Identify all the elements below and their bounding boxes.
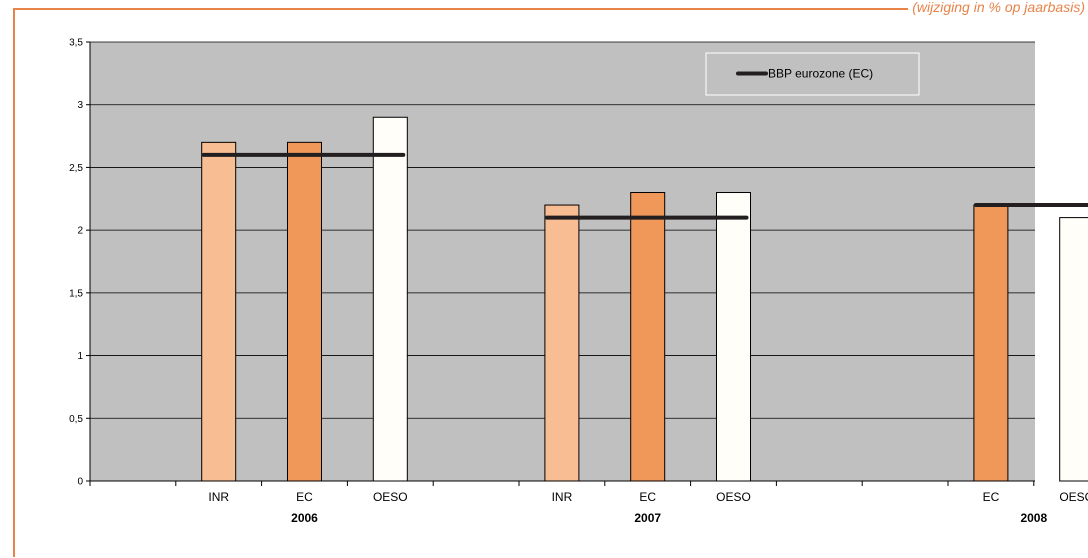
bar-2008-oeso xyxy=(1059,217,1088,482)
y-tick-label: 3 xyxy=(77,100,83,111)
y-tick-label: 1 xyxy=(77,351,83,362)
x-group-label: 2006 xyxy=(291,511,318,525)
corner-note: (wijziging in % op jaarbasis) xyxy=(908,0,1085,15)
y-tick-label: 2 xyxy=(77,226,83,237)
bar-2007-inr xyxy=(544,204,580,482)
x-category-label: EC xyxy=(983,490,1000,504)
legend-box xyxy=(705,52,920,96)
y-tick-label: 0 xyxy=(77,477,83,488)
x-category-label: OESO xyxy=(1059,490,1088,504)
y-tick-label: 0,5 xyxy=(69,414,83,425)
y-tick-label: 2,5 xyxy=(69,163,83,174)
bar-2006-inr xyxy=(201,141,237,482)
bar-2007-ec xyxy=(630,192,666,482)
x-group-label: 2007 xyxy=(634,511,661,525)
bar-2007-oeso xyxy=(716,192,751,482)
y-tick-label: 1,5 xyxy=(69,288,83,299)
x-category-label: OESO xyxy=(716,490,751,504)
chart-frame: (wijziging in % op jaarbasis) xyxy=(13,0,1085,557)
x-category-label: INR xyxy=(208,490,229,504)
bar-2006-oeso xyxy=(372,116,408,482)
x-group-label: 2008 xyxy=(1020,511,1047,525)
bar-2006-ec xyxy=(287,141,322,482)
y-tick-label: 3,5 xyxy=(69,38,83,49)
bar-2008-ec xyxy=(973,204,1009,482)
x-category-label: INR xyxy=(552,490,573,504)
x-category-label: OESO xyxy=(373,490,408,504)
legend-label: BBP eurozone (EC) xyxy=(768,67,873,81)
x-category-label: EC xyxy=(296,490,313,504)
x-category-label: EC xyxy=(639,490,656,504)
